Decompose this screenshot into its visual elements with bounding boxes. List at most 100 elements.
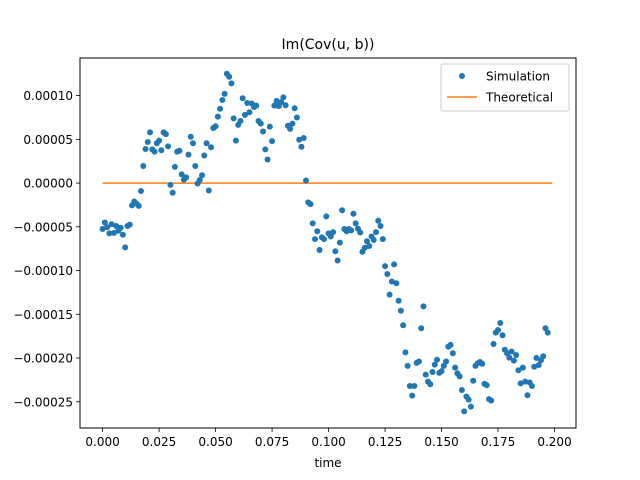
simulation-point xyxy=(309,220,316,227)
x-tick-label: 0.150 xyxy=(424,435,458,449)
simulation-point xyxy=(151,148,158,155)
simulation-point xyxy=(321,236,328,243)
simulation-point xyxy=(278,99,285,106)
simulation-point xyxy=(287,125,294,132)
simulation-point xyxy=(183,174,190,181)
simulation-point xyxy=(382,263,389,270)
simulation-point xyxy=(201,152,208,159)
plot-area xyxy=(99,70,553,415)
simulation-point xyxy=(228,80,235,87)
x-axis-label: time xyxy=(314,456,341,470)
simulation-point xyxy=(357,229,364,236)
simulation-point xyxy=(409,392,416,399)
simulation-point xyxy=(158,147,165,154)
simulation-point xyxy=(314,228,321,235)
simulation-point xyxy=(508,348,515,355)
simulation-point xyxy=(300,135,307,142)
simulation-point xyxy=(140,163,147,170)
simulation-point xyxy=(422,371,429,378)
simulation-point xyxy=(418,325,425,332)
simulation-point xyxy=(404,362,411,369)
simulation-point xyxy=(296,136,303,143)
x-tick-label: 0.200 xyxy=(537,435,571,449)
simulation-point xyxy=(167,181,174,188)
simulation-point xyxy=(384,271,391,278)
simulation-point xyxy=(461,408,468,415)
simulation-point xyxy=(135,202,142,209)
simulation-point xyxy=(298,143,305,150)
simulation-point xyxy=(219,96,226,103)
simulation-point xyxy=(212,123,219,130)
x-tick-label: 0.175 xyxy=(481,435,515,449)
simulation-point xyxy=(108,221,115,228)
simulation-point xyxy=(178,171,185,178)
simulation-point xyxy=(339,207,346,214)
simulation-point xyxy=(411,383,418,390)
simulation-point xyxy=(510,357,517,364)
simulation-point xyxy=(363,238,370,245)
simulation-point xyxy=(400,322,407,329)
simulation-point xyxy=(348,227,355,234)
y-tick-label: −0.00020 xyxy=(13,352,73,366)
simulation-point xyxy=(257,120,264,127)
y-tick-label: 0.00000 xyxy=(23,177,73,191)
legend-marker-simulation xyxy=(459,73,465,79)
simulation-point xyxy=(513,351,520,358)
simulation-point xyxy=(110,229,117,236)
simulation-point xyxy=(465,396,472,403)
simulation-point xyxy=(393,280,400,287)
x-tick-label: 0.000 xyxy=(85,435,119,449)
simulation-point xyxy=(406,383,413,390)
simulation-point xyxy=(330,229,337,236)
simulation-point xyxy=(262,146,269,153)
simulation-point xyxy=(203,140,210,147)
simulation-point xyxy=(420,303,427,310)
simulation-point xyxy=(483,382,490,389)
simulation-point xyxy=(126,221,133,228)
simulation-point xyxy=(427,381,434,388)
simulation-point xyxy=(350,210,357,217)
simulation-point xyxy=(187,133,194,140)
simulation-point xyxy=(377,222,384,229)
simulation-point xyxy=(302,177,309,184)
simulation-point xyxy=(470,377,477,384)
simulation-point xyxy=(142,145,149,152)
legend-label-theoretical: Theoretical xyxy=(485,91,553,105)
simulation-point xyxy=(113,222,120,229)
simulation-point xyxy=(246,109,253,116)
simulation-point xyxy=(402,349,409,356)
simulation-point xyxy=(221,90,228,97)
simulation-point xyxy=(144,138,151,145)
simulation-point xyxy=(185,151,192,158)
x-tick-label: 0.025 xyxy=(142,435,176,449)
y-tick-label: 0.00005 xyxy=(23,133,73,147)
simulation-point xyxy=(515,367,522,374)
x-tick-label: 0.100 xyxy=(311,435,345,449)
simulation-point xyxy=(544,329,551,336)
simulation-point xyxy=(540,353,547,360)
simulation-point xyxy=(230,115,237,122)
simulation-point xyxy=(458,386,465,393)
simulation-point xyxy=(452,364,459,371)
simulation-point xyxy=(449,350,456,357)
simulation-point xyxy=(307,201,314,208)
simulation-point xyxy=(434,356,441,363)
simulation-point xyxy=(388,278,395,285)
simulation-point xyxy=(533,355,540,362)
simulation-point xyxy=(495,327,502,334)
simulation-point xyxy=(271,102,278,109)
simulation-point xyxy=(196,177,203,184)
simulation-point xyxy=(122,244,129,251)
simulation-point xyxy=(273,97,280,104)
simulation-point xyxy=(214,113,221,120)
simulation-point xyxy=(531,363,538,370)
simulation-point xyxy=(192,163,199,170)
simulation-point xyxy=(205,187,212,194)
simulation-point xyxy=(239,95,246,102)
simulation-point xyxy=(101,219,108,226)
chart-title: Im(Cov(u, b)) xyxy=(282,37,375,53)
simulation-point xyxy=(264,156,271,163)
simulation-point xyxy=(226,73,233,80)
simulation-point xyxy=(104,224,111,231)
